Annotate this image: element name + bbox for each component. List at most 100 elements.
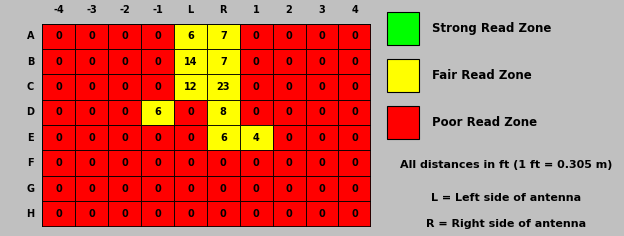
Bar [76, 49, 108, 74]
Bar [338, 49, 371, 74]
Text: 0: 0 [286, 158, 293, 168]
Text: 0: 0 [253, 57, 260, 67]
Text: C: C [27, 82, 34, 92]
Bar [141, 100, 174, 125]
Text: 0: 0 [253, 82, 260, 92]
Text: 0: 0 [56, 209, 62, 219]
Bar [108, 201, 141, 227]
Bar [306, 176, 338, 201]
Text: 0: 0 [220, 209, 227, 219]
Text: 0: 0 [319, 133, 325, 143]
Text: 0: 0 [319, 31, 325, 41]
Bar [141, 24, 174, 49]
Text: 0: 0 [319, 57, 325, 67]
FancyBboxPatch shape [388, 59, 419, 92]
Text: 0: 0 [351, 31, 358, 41]
Bar [240, 24, 273, 49]
Bar [141, 176, 174, 201]
Bar [306, 24, 338, 49]
Text: 7: 7 [220, 57, 227, 67]
Text: 0: 0 [286, 107, 293, 117]
Text: 0: 0 [351, 57, 358, 67]
Bar [141, 125, 174, 151]
Bar [273, 151, 306, 176]
Bar [108, 176, 141, 201]
Text: 0: 0 [154, 82, 161, 92]
Text: 0: 0 [56, 31, 62, 41]
Bar [76, 125, 108, 151]
Text: 0: 0 [187, 133, 194, 143]
Text: 0: 0 [89, 133, 95, 143]
Text: 0: 0 [319, 158, 325, 168]
Bar [42, 151, 76, 176]
FancyBboxPatch shape [388, 106, 419, 139]
Bar [273, 24, 306, 49]
Bar [306, 74, 338, 100]
Text: B: B [27, 57, 34, 67]
Text: 0: 0 [220, 184, 227, 194]
Bar [338, 201, 371, 227]
Text: 0: 0 [351, 82, 358, 92]
Text: 0: 0 [89, 158, 95, 168]
Bar [338, 24, 371, 49]
Text: 0: 0 [89, 31, 95, 41]
Text: 1: 1 [253, 5, 260, 16]
Text: 0: 0 [56, 57, 62, 67]
Text: 0: 0 [154, 133, 161, 143]
Bar [240, 201, 273, 227]
Text: 0: 0 [253, 209, 260, 219]
Text: D: D [26, 107, 34, 117]
Text: 0: 0 [154, 158, 161, 168]
Text: 0: 0 [286, 209, 293, 219]
Bar [76, 24, 108, 49]
Bar [174, 49, 207, 74]
Text: 0: 0 [351, 209, 358, 219]
Bar [207, 49, 240, 74]
Text: 0: 0 [154, 57, 161, 67]
Bar [42, 74, 76, 100]
Text: 6: 6 [187, 31, 194, 41]
Bar [306, 151, 338, 176]
Bar [240, 151, 273, 176]
Text: 0: 0 [89, 107, 95, 117]
Bar [207, 74, 240, 100]
Bar [240, 125, 273, 151]
Text: 0: 0 [187, 158, 194, 168]
Text: 0: 0 [89, 82, 95, 92]
Text: 0: 0 [89, 184, 95, 194]
Bar [141, 151, 174, 176]
Text: 0: 0 [351, 184, 358, 194]
Bar [174, 24, 207, 49]
Text: 0: 0 [89, 57, 95, 67]
Bar [141, 201, 174, 227]
Text: 0: 0 [154, 31, 161, 41]
Bar [338, 176, 371, 201]
Bar [108, 49, 141, 74]
Bar [76, 176, 108, 201]
Text: 0: 0 [253, 184, 260, 194]
Bar [306, 125, 338, 151]
Bar [76, 74, 108, 100]
Bar [42, 176, 76, 201]
Bar [141, 49, 174, 74]
Bar [273, 49, 306, 74]
Text: E: E [27, 133, 34, 143]
Text: G: G [26, 184, 34, 194]
Text: 0: 0 [121, 184, 128, 194]
Bar [273, 176, 306, 201]
Text: 0: 0 [154, 184, 161, 194]
Bar [240, 100, 273, 125]
Bar [141, 74, 174, 100]
Bar [273, 125, 306, 151]
Bar [338, 125, 371, 151]
Bar [306, 100, 338, 125]
Text: 6: 6 [220, 133, 227, 143]
Text: 0: 0 [89, 209, 95, 219]
Bar [240, 74, 273, 100]
Bar [207, 125, 240, 151]
Text: 0: 0 [351, 133, 358, 143]
Text: 0: 0 [56, 107, 62, 117]
Bar [108, 151, 141, 176]
Text: 0: 0 [286, 133, 293, 143]
Bar [174, 151, 207, 176]
